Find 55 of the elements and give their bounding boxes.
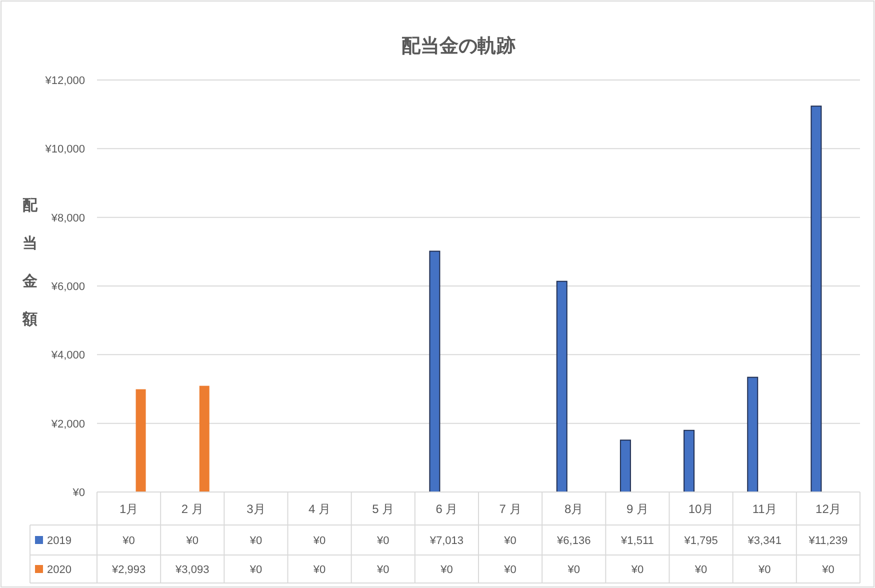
bar xyxy=(429,250,440,492)
legend-label: 2019 xyxy=(47,535,72,547)
data-label: ¥0 xyxy=(122,535,135,547)
x-tick-label: 11月 xyxy=(752,502,777,516)
data-label: ¥0 xyxy=(376,535,390,547)
x-tick-label: 9 月 xyxy=(626,502,648,516)
y-tick-label: ¥0 xyxy=(72,487,85,499)
x-tick-label: 3月 xyxy=(246,502,266,516)
bar xyxy=(199,386,210,492)
x-tick-label: 4 月 xyxy=(308,502,331,516)
bar xyxy=(136,389,146,492)
x-tick-label: 2 月 xyxy=(181,502,204,516)
y-tick-label: ¥6,000 xyxy=(50,281,85,293)
chart-title: 配当金の軌跡 xyxy=(402,35,516,57)
x-tick-label: 12月 xyxy=(816,502,841,516)
y-tick-label: ¥12,000 xyxy=(44,75,85,87)
data-label: ¥0 xyxy=(312,535,326,547)
x-tick-label: 5 月 xyxy=(372,502,394,516)
data-label: ¥0 xyxy=(630,564,644,576)
data-label: ¥3,093 xyxy=(174,564,210,576)
x-tick-label: 6 月 xyxy=(436,502,458,516)
bar xyxy=(747,376,758,492)
x-tick-label: 10月 xyxy=(688,502,714,516)
text: 配当金額 xyxy=(22,197,38,328)
bar xyxy=(684,430,695,492)
data-label: ¥0 xyxy=(694,564,708,576)
data-label: ¥7,013 xyxy=(428,535,464,547)
data-label: ¥0 xyxy=(185,535,198,547)
y-tick-label: ¥8,000 xyxy=(50,212,85,224)
data-label: ¥11,239 xyxy=(808,535,848,547)
data-label: ¥0 xyxy=(248,564,262,576)
legend-label: 2020 xyxy=(47,564,72,576)
data-label: ¥0 xyxy=(440,564,453,576)
x-tick-label: 7 月 xyxy=(499,502,522,516)
data-label: ¥0 xyxy=(503,535,516,547)
x-tick-label: 1月 xyxy=(119,502,138,516)
data-label: ¥0 xyxy=(248,535,262,547)
data-label: ¥0 xyxy=(821,564,834,576)
data-label: ¥1,511 xyxy=(620,535,654,547)
data-label: ¥0 xyxy=(503,564,516,576)
data-label: ¥0 xyxy=(758,564,771,576)
y-tick-label: ¥2,000 xyxy=(50,418,85,430)
data-label: ¥1,795 xyxy=(683,535,718,547)
data-label: ¥2,993 xyxy=(110,564,146,576)
data-label: ¥0 xyxy=(312,564,326,576)
bar xyxy=(556,280,568,492)
data-label: ¥6,136 xyxy=(556,535,591,547)
bar xyxy=(620,440,631,492)
y-tick-label: ¥4,000 xyxy=(50,350,85,362)
data-label: ¥0 xyxy=(566,564,580,576)
data-label: ¥3,341 xyxy=(746,535,782,547)
data-label: ¥0 xyxy=(376,564,390,576)
x-tick-label: 8月 xyxy=(564,502,584,516)
y-tick-label: ¥10,000 xyxy=(44,144,85,156)
bar xyxy=(810,106,822,492)
